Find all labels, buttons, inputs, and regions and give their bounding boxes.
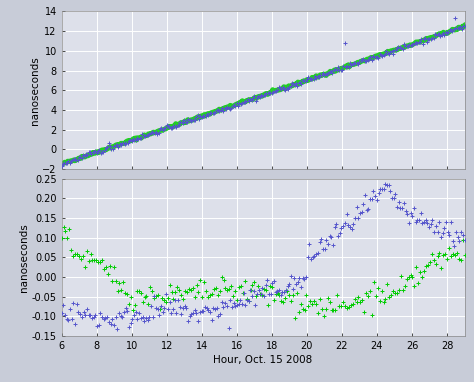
Y-axis label: nanoseconds: nanoseconds [19, 223, 29, 292]
X-axis label: Hour, Oct. 15 2008: Hour, Oct. 15 2008 [213, 355, 313, 365]
Y-axis label: nanoseconds: nanoseconds [29, 56, 40, 125]
